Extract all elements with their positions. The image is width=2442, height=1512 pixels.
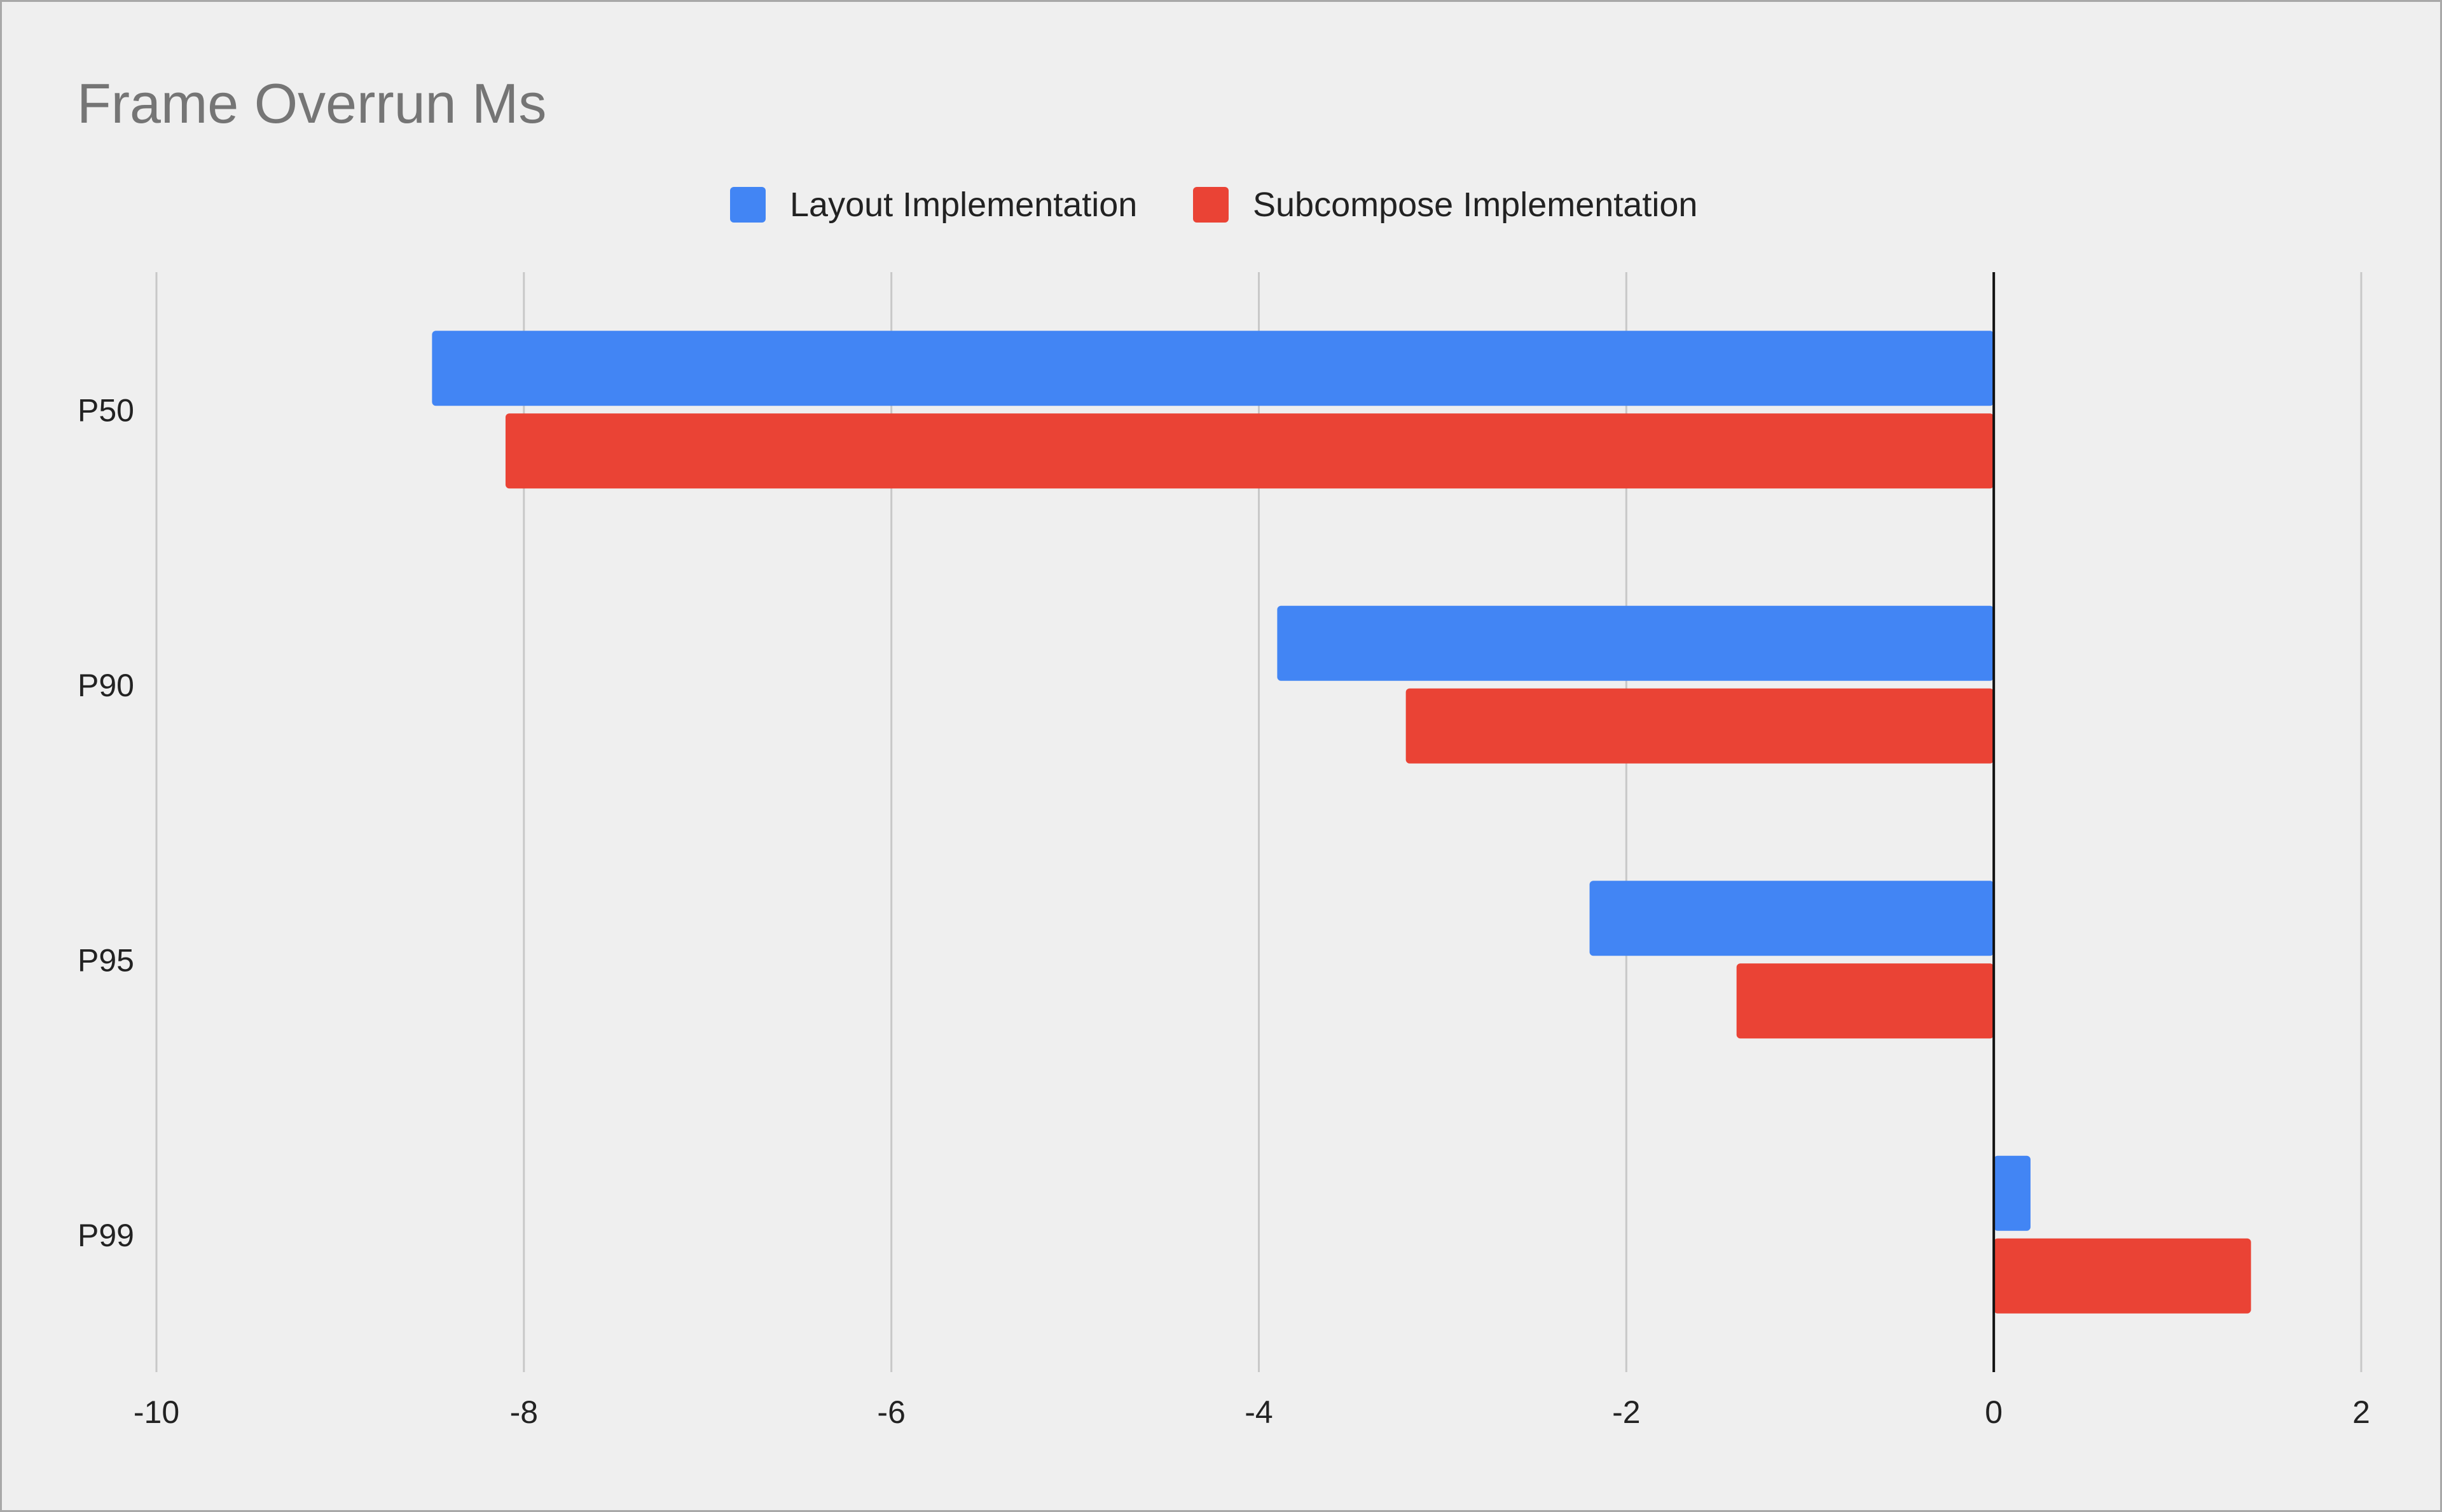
- x-tick-label: 2: [2352, 1394, 2370, 1430]
- y-category-label: P90: [78, 668, 134, 703]
- y-category-label: P50: [78, 392, 134, 428]
- legend-item-layout[interactable]: Layout Implementation: [730, 179, 1137, 230]
- bar-layout-p95: [1589, 881, 1994, 956]
- y-category-label: P95: [78, 942, 134, 978]
- legend-label-layout: Layout Implementation: [790, 186, 1138, 224]
- bar-subcompose-p50: [505, 413, 1994, 489]
- bar-subcompose-p90: [1405, 688, 1994, 764]
- x-tick-label: 0: [1985, 1394, 2003, 1430]
- legend: Layout Implementation Subcompose Impleme…: [0, 179, 2442, 230]
- x-tick-label: -6: [877, 1394, 905, 1430]
- bar-subcompose-p95: [1736, 963, 1994, 1039]
- legend-label-subcompose: Subcompose Implementation: [1253, 186, 1698, 224]
- bar-layout-p99: [1994, 1155, 2031, 1231]
- chart-title: Frame Overrun Ms: [77, 72, 547, 135]
- bar-layout-p50: [432, 331, 1994, 406]
- legend-item-subcompose[interactable]: Subcompose Implementation: [1193, 179, 1697, 230]
- legend-swatch-layout: [730, 187, 766, 223]
- bar-subcompose-p99: [1994, 1238, 2251, 1314]
- x-tick-label: -10: [134, 1394, 179, 1430]
- y-category-label: P99: [78, 1218, 134, 1253]
- x-tick-label: -8: [510, 1394, 538, 1430]
- bar-layout-p90: [1277, 605, 1994, 681]
- legend-swatch-subcompose: [1193, 187, 1229, 223]
- x-tick-label: -4: [1245, 1394, 1273, 1430]
- x-tick-label: -2: [1612, 1394, 1640, 1430]
